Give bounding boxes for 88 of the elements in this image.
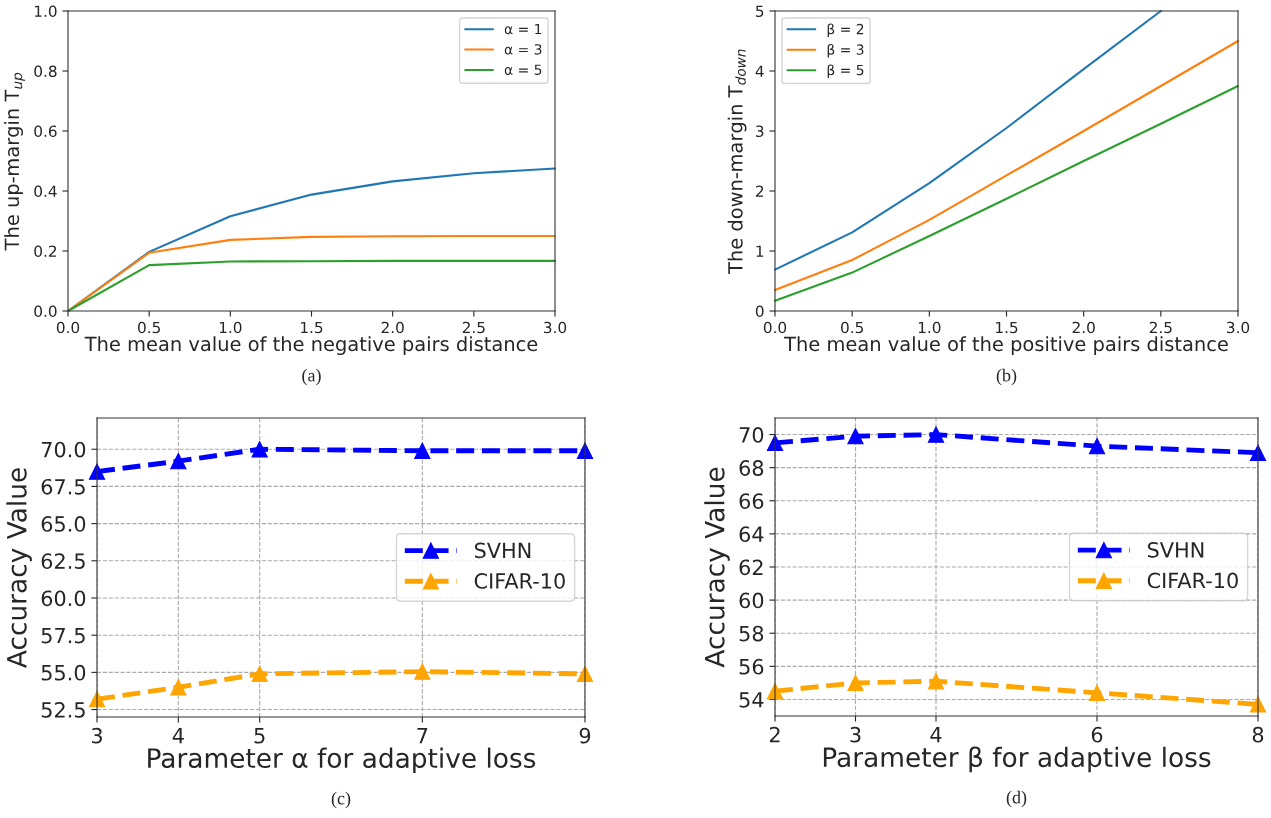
legend-label: CIFAR-10 [474, 573, 565, 589]
y-tick-label: 58 [739, 625, 764, 642]
text: (c) [331, 791, 351, 809]
x-tick-label: 2.0 [381, 321, 404, 334]
y-tick-label: 4 [755, 65, 764, 77]
x-tick-label: 8 [1252, 726, 1264, 743]
legend-label: α = 1 [504, 23, 542, 35]
x-tick-label: 7 [417, 728, 428, 744]
x-tick-label: 1.5 [301, 321, 323, 334]
x-axis-title: Parameter β for adaptive loss [823, 746, 1211, 773]
y-tick-label: 2 [755, 185, 764, 197]
y-tick-label: 56 [739, 658, 764, 675]
y-tick-label: 0 [755, 305, 764, 318]
text: (b) [996, 368, 1017, 386]
point [847, 428, 864, 445]
x-tick-label: 0.5 [138, 321, 160, 334]
y-tick-label: 60.0 [41, 590, 86, 607]
x-axis-title: The mean value of the positive pairs distance [784, 336, 1228, 356]
y-axis-title: Accuracy Value [6, 468, 32, 668]
y-tick-label: 0.0 [34, 305, 57, 318]
point [414, 663, 431, 680]
y-tick-label: 0.6 [34, 125, 57, 138]
point [251, 441, 268, 458]
y-tick-label: 1.0 [34, 5, 57, 18]
x-tick-label: 1.0 [219, 321, 242, 334]
legend-label: SVHN [1147, 542, 1204, 558]
y-tick-label: 68 [739, 460, 764, 476]
x-tick-label: 2 [769, 726, 780, 743]
x-tick-label: 1.0 [918, 321, 941, 334]
point [414, 442, 431, 459]
x-axis-title: Parameter α for adaptive loss [148, 747, 536, 774]
x-tick-label: 1.5 [996, 321, 1018, 334]
x-tick-label: 6 [1091, 726, 1103, 743]
point [927, 673, 945, 690]
y-tick-label: 5 [756, 5, 764, 18]
legend-label: α = 3 [504, 44, 542, 55]
x-tick-label: 5 [254, 728, 265, 744]
legend-label: β = 3 [827, 43, 864, 58]
point [927, 426, 945, 443]
line-series [773, 84, 1240, 302]
y-tick-label: 55.0 [41, 664, 86, 681]
y-tick-label: 67.5 [41, 478, 85, 495]
x-tick-label: 4 [172, 728, 184, 744]
y-tick-label: 0.2 [34, 245, 57, 258]
x-tick-label: 2.0 [1072, 321, 1095, 334]
x-tick-label: 4 [930, 727, 942, 743]
y-tick-label: 62 [739, 559, 763, 576]
y-tick-label: 62.5 [41, 553, 85, 570]
legend-label: SVHN [474, 542, 531, 559]
legend-label: β = 2 [827, 23, 864, 38]
y-tick-label: 64 [739, 526, 764, 543]
y-tick-label: 54 [739, 692, 764, 708]
point [251, 665, 268, 683]
legend-label: β = 5 [827, 64, 864, 78]
y-axis-title: Accuracy Value [704, 467, 730, 668]
y-tick-label: 52.5 [41, 702, 85, 718]
x-tick-label: 3 [850, 726, 861, 743]
x-tick-label: 2.5 [1149, 321, 1172, 334]
point [847, 674, 864, 692]
point [1088, 437, 1106, 455]
y-tick-label: 66 [739, 493, 764, 509]
x-axis-title: The mean value of the negative pairs distance [84, 336, 538, 356]
legend-label: α = 5 [504, 64, 542, 76]
x-tick-label: 0.5 [841, 321, 863, 334]
x-tick-label: 9 [579, 727, 591, 744]
text: (a) [302, 368, 321, 386]
text: (d) [1006, 790, 1027, 808]
y-tick-label: 60 [739, 592, 764, 609]
y-tick-label: 65.0 [41, 516, 86, 532]
line-series [773, 9, 1162, 271]
y-tick-label: 1 [756, 245, 764, 257]
x-tick-label: 3.0 [544, 321, 567, 334]
point [1088, 684, 1106, 701]
y-tick-label: 70 [739, 427, 764, 443]
y-tick-label: 70.0 [41, 441, 86, 458]
y-tick-label: 0.4 [34, 185, 57, 198]
line-series [773, 39, 1240, 292]
legend-label: CIFAR-10 [1147, 572, 1238, 589]
y-axis-title: The down-margin T$_{down}$ [727, 49, 747, 275]
y-tick-label: 3 [756, 125, 764, 138]
y-tick-label: 0.8 [34, 65, 57, 78]
point [170, 679, 187, 696]
point [170, 452, 187, 470]
x-tick-label: 3 [91, 727, 102, 744]
y-tick-label: 57.5 [41, 627, 85, 644]
x-tick-label: 2.5 [462, 321, 485, 334]
x-tick-label: 3.0 [1227, 321, 1250, 334]
y-axis-title: The up-margin T$_{up}$ [4, 72, 25, 251]
